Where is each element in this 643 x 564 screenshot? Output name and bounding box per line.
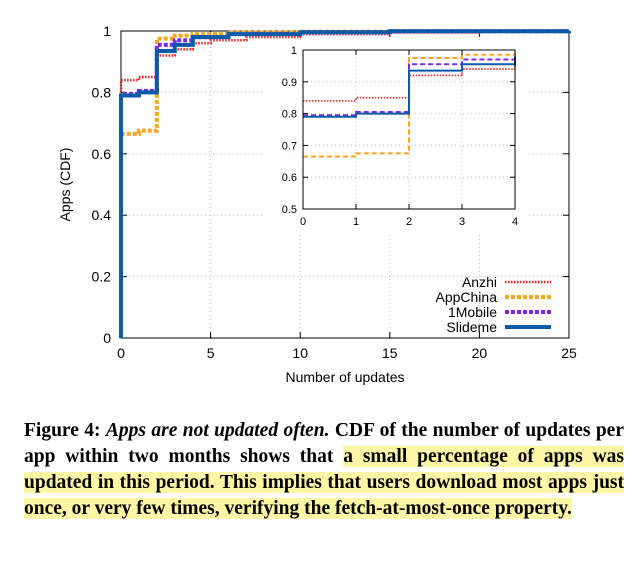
inset-x-tick-label: 0: [300, 216, 306, 228]
x-tick-label: 5: [207, 345, 215, 361]
caption-label: Figure 4:: [24, 420, 101, 441]
main-series-group: [119, 29, 571, 338]
inset-x-tick-label: 3: [459, 216, 465, 228]
y-tick-label: 0.8: [92, 84, 112, 100]
y-tick-label: 1: [103, 23, 111, 39]
inset-series-line-1mobile: [303, 56, 516, 117]
x-tick-label: 0: [117, 345, 125, 361]
inset-y-tick-label: 0.7: [282, 140, 297, 152]
y-tick-label: 0.6: [92, 146, 112, 162]
legend-label-anzhi: Anzhi: [462, 274, 497, 290]
inset-y-tick-label: 0.6: [282, 172, 297, 184]
inset-x-tick-label: 2: [406, 216, 412, 228]
x-tick-label: 25: [561, 345, 577, 361]
caption-body: CDF of the number of updates per app wit…: [24, 420, 624, 467]
inset-y-tick-label: 0.9: [282, 77, 297, 89]
inset-x-tick-label: 1: [353, 216, 359, 228]
x-tick-label: 20: [472, 345, 488, 361]
x-tick-label: 10: [292, 345, 308, 361]
series-line-slideme: [119, 29, 571, 338]
inset-axis-ticks: 0 1 2 3 4 0.5 0.6 0.7 0.8 0.9 1: [282, 45, 518, 228]
legend-label-slideme: Slideme: [446, 319, 497, 335]
inset-grid-lines: [303, 50, 515, 209]
x-tick-label: 15: [382, 345, 398, 361]
y-tick-label: 0.2: [92, 269, 112, 285]
caption-highlight: a small percentage of apps was updated i…: [24, 446, 624, 519]
inset-background: [265, 42, 527, 233]
legend-label-appchina: AppChina: [436, 289, 498, 305]
legend-label-1mobile: 1Mobile: [448, 304, 497, 320]
y-tick-label: 0.4: [92, 207, 112, 223]
inset-series-line-slideme: [303, 56, 516, 118]
inset-series-group: [303, 53, 516, 158]
figure-caption: Figure 4: Apps are not updated often. CD…: [24, 418, 624, 522]
y-axis-label: Apps (CDF): [57, 148, 73, 222]
series-line-appchina: [119, 29, 571, 338]
inset-series-line-anzhi: [303, 62, 516, 102]
inset-y-tick-label: 0.5: [282, 204, 297, 216]
x-axis-label: Number of updates: [285, 369, 404, 385]
caption-title: Apps are not updated often.: [105, 420, 330, 441]
y-tick-label: 0: [103, 330, 111, 346]
inset-y-tick-label: 1: [291, 45, 297, 57]
inset-series-line-appchina: [303, 53, 516, 158]
inset-x-tick-label: 4: [512, 216, 518, 228]
inset-y-tick-label: 0.8: [282, 109, 297, 121]
